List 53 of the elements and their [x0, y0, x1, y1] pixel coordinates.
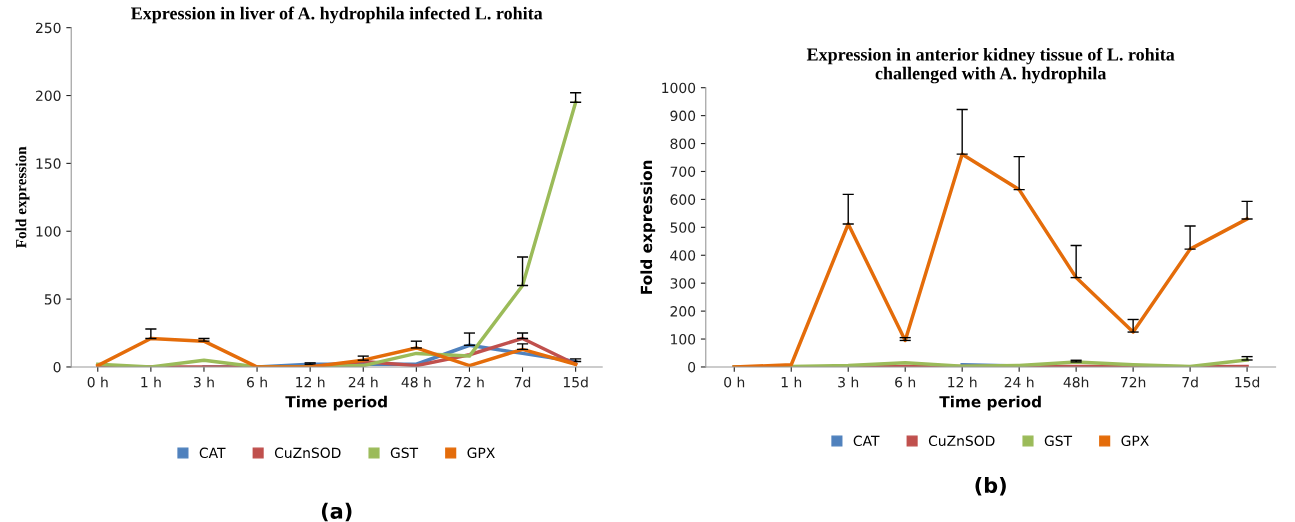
x-axis-title: Time period [939, 395, 1041, 411]
y-tick-label: 100 [671, 334, 696, 345]
y-tick-label: 400 [670, 250, 696, 261]
x-tick-label: 0 h [724, 376, 745, 388]
y-tick-label: 50 [44, 294, 61, 305]
y-tick-label: 800 [670, 138, 696, 150]
y-tick-label: 150 [36, 158, 61, 169]
legend-label: CAT [199, 447, 226, 459]
legend-label: CAT [853, 435, 880, 447]
chart-title: Expression in anterior kidney tissue of L. rohita challenged with A. hydrophila [806, 47, 1175, 84]
legend-label: GPX [467, 447, 495, 459]
x-tick-label: 15d [1235, 376, 1260, 388]
y-tick-label: 0 [53, 361, 61, 373]
x-tick-label: 12 h [948, 376, 977, 388]
legend-label: GPX [1121, 435, 1149, 447]
y-tick-label: 300 [670, 278, 696, 289]
x-tick-label: 6 h [247, 376, 267, 388]
y-tick-label: 900 [670, 110, 696, 122]
x-tick-label: 1 h [141, 376, 161, 388]
x-tick-label: 72 h [455, 376, 484, 388]
y-axis-title: Fold expression [15, 146, 30, 249]
y-tick-label: 500 [670, 222, 696, 233]
y-tick-label: 200 [36, 90, 61, 101]
y-tick-label: 100 [36, 226, 61, 237]
text: (a) [321, 502, 352, 522]
x-tick-label: 48h [1063, 376, 1089, 388]
x-tick-label: 72h [1121, 376, 1146, 388]
x-tick-label: 24 h [1004, 376, 1034, 388]
y-tick-label: 0 [688, 361, 696, 373]
y-axis-title: Fold expression [640, 160, 656, 294]
y-tick-label: 200 [670, 306, 696, 317]
y-tick-label: 700 [670, 166, 696, 177]
x-tick-label: 7d [514, 376, 531, 388]
x-tick-label: 3 h [194, 376, 214, 388]
x-tick-label: 1 h [781, 376, 802, 388]
x-tick-label: 6 h [895, 376, 916, 388]
legend-label: CuZnSOD [928, 435, 995, 447]
x-tick-label: 12 h [296, 376, 325, 388]
legend-label: CuZnSOD [274, 447, 341, 459]
x-tick-label: 3 h [838, 376, 859, 388]
text: (b) [975, 476, 1006, 496]
legend-label: GST [1044, 435, 1073, 447]
x-tick-label: 15d [563, 376, 588, 388]
y-tick-label: 1000 [662, 82, 696, 94]
legend-label: GST [390, 447, 419, 459]
x-axis-title: Time period [285, 395, 387, 411]
y-tick-label: 250 [36, 22, 61, 34]
x-tick-label: 48 h [401, 376, 431, 388]
y-tick-label: 600 [670, 194, 696, 205]
x-tick-label: 0 h [87, 376, 108, 388]
chart-title: Expression in liver of A. hydrophila infected L. rohita [130, 6, 543, 24]
x-tick-label: 24 h [348, 376, 378, 388]
x-tick-label: 7d [1182, 376, 1198, 388]
